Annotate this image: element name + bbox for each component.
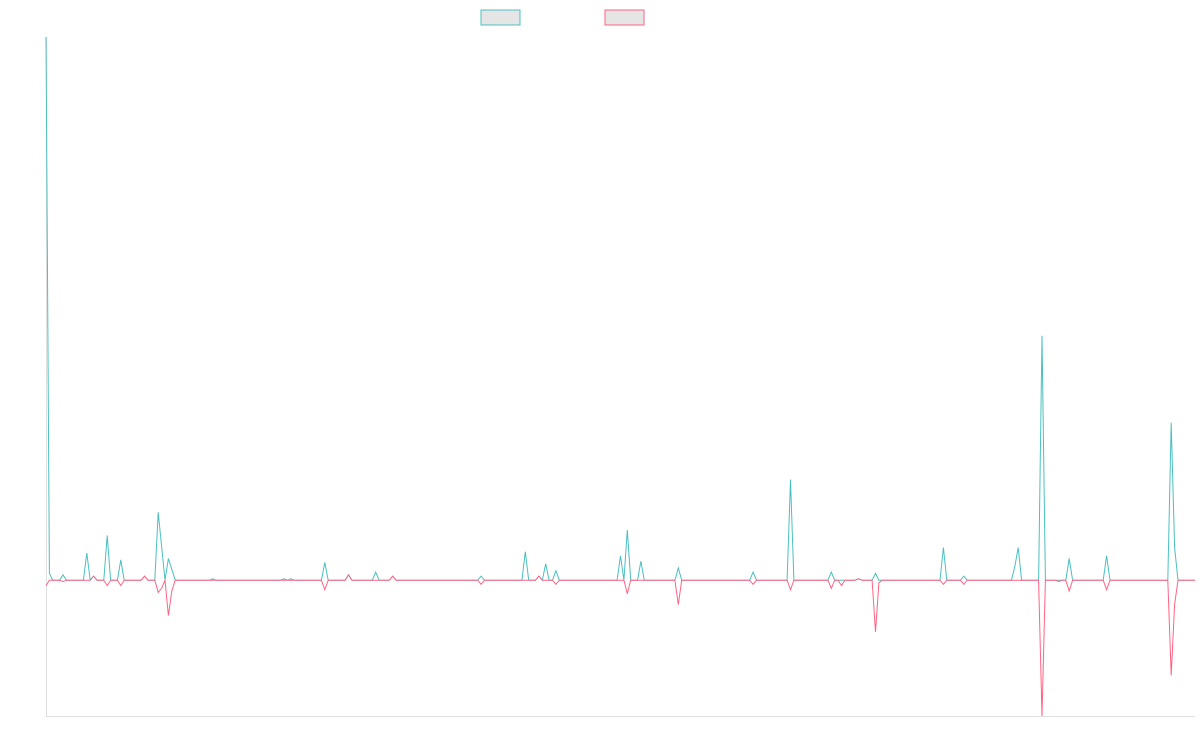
legend-swatch-series-2[interactable] [604, 9, 645, 26]
series-1-line [45, 36, 1195, 582]
series-layer [45, 36, 1195, 717]
series-2-line [45, 573, 1195, 717]
legend-swatch-series-1[interactable] [480, 9, 521, 26]
